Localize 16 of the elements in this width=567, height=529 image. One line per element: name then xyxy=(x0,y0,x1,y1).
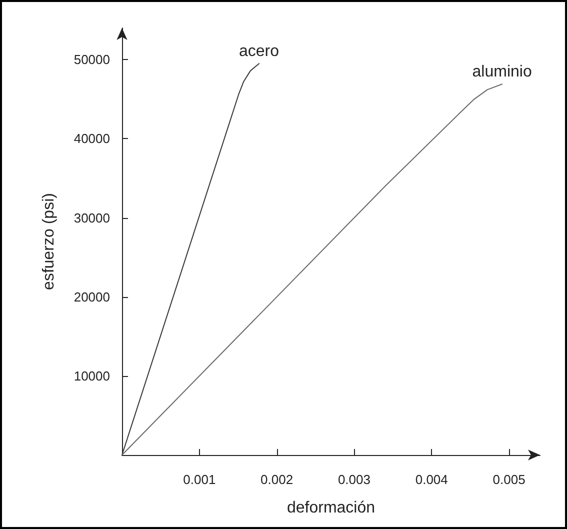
y-tick-label: 20000 xyxy=(74,289,110,304)
x-tick-label: 0.003 xyxy=(338,472,370,487)
x-axis-title: deformación xyxy=(286,500,376,516)
x-tick-label: 0.002 xyxy=(260,472,294,487)
line-series xyxy=(122,63,260,456)
series-label: acero xyxy=(238,43,280,60)
y-axis-title: esfuerzo (psi) xyxy=(40,193,58,290)
x-tick-label: 0.004 xyxy=(415,472,448,487)
line-series xyxy=(122,84,503,456)
y-tick-label: 50000 xyxy=(74,52,110,68)
y-tick-label: 10000 xyxy=(74,368,110,384)
series-label: aluminio xyxy=(472,64,532,81)
x-tick-label: 0.001 xyxy=(183,472,216,487)
x-tick-label: 0.005 xyxy=(492,472,526,487)
y-tick-label: 30000 xyxy=(74,210,110,226)
y-tick-label: 40000 xyxy=(74,131,110,146)
